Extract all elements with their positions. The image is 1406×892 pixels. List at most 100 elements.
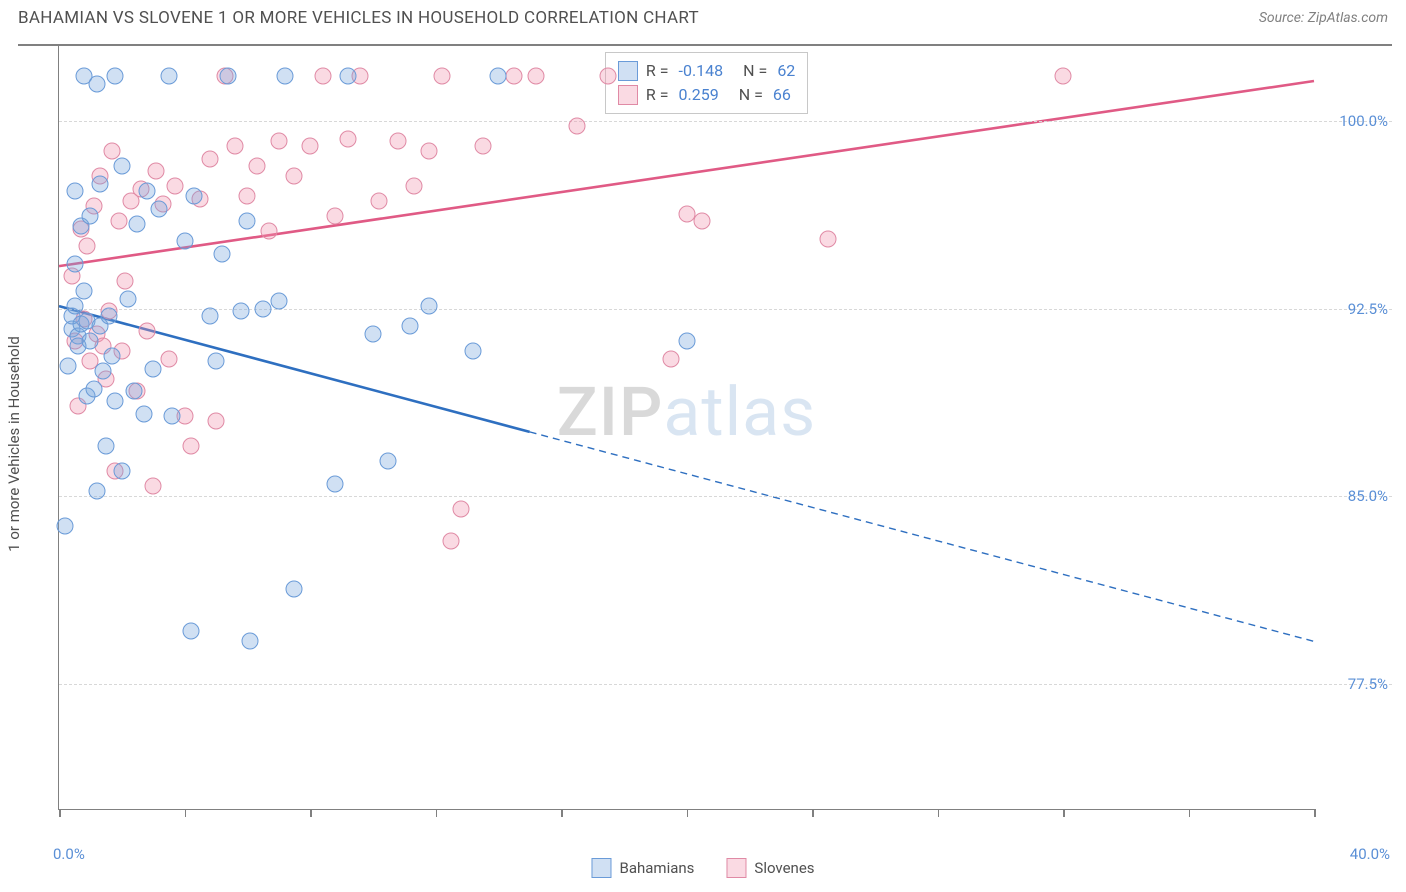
data-point-bahamians [207, 353, 224, 370]
x-tick [436, 809, 438, 817]
x-tick [59, 809, 61, 817]
y-tick-label: 92.5% [1348, 300, 1388, 318]
x-tick [1314, 809, 1316, 817]
data-point-slovenes [662, 350, 679, 367]
legend-label-slovenes: Slovenes [754, 859, 814, 877]
data-point-bahamians [113, 158, 130, 175]
r-label: R = [646, 83, 669, 107]
data-point-bahamians [138, 183, 155, 200]
data-point-slovenes [421, 143, 438, 160]
data-point-bahamians [88, 483, 105, 500]
swatch-slovenes [726, 858, 746, 878]
data-point-bahamians [421, 298, 438, 315]
data-point-bahamians [490, 68, 507, 85]
data-point-slovenes [226, 138, 243, 155]
data-point-bahamians [129, 215, 146, 232]
x-tick [938, 809, 940, 817]
trend-line-bahamians [59, 306, 530, 432]
data-point-bahamians [91, 175, 108, 192]
data-point-bahamians [201, 308, 218, 325]
data-point-slovenes [339, 130, 356, 147]
y-tick-label: 100.0% [1339, 112, 1388, 130]
data-point-bahamians [135, 405, 152, 422]
swatch-slovenes [618, 85, 638, 105]
x-tick [310, 809, 312, 817]
data-point-bahamians [120, 290, 137, 307]
data-point-slovenes [694, 213, 711, 230]
data-point-slovenes [678, 205, 695, 222]
data-point-bahamians [185, 188, 202, 205]
data-point-slovenes [600, 68, 617, 85]
data-point-bahamians [242, 633, 259, 650]
n-value-bahamians: 62 [777, 59, 795, 83]
data-point-bahamians [66, 298, 83, 315]
data-point-bahamians [465, 343, 482, 360]
data-point-slovenes [433, 68, 450, 85]
data-point-bahamians [239, 213, 256, 230]
x-tick [185, 809, 187, 817]
data-point-bahamians [101, 308, 118, 325]
data-point-slovenes [145, 478, 162, 495]
legend-item-slovenes: Slovenes [726, 858, 814, 878]
data-point-bahamians [339, 68, 356, 85]
data-point-slovenes [248, 158, 265, 175]
swatch-bahamians [618, 61, 638, 81]
data-point-slovenes [207, 413, 224, 430]
n-label: N = [739, 83, 763, 107]
x-tick-label: 0.0% [53, 845, 85, 863]
n-value-slovenes: 66 [773, 83, 791, 107]
data-point-bahamians [254, 300, 271, 317]
corr-legend-row-bahamians: R = -0.148 N = 62 [618, 59, 795, 83]
x-tick [1189, 809, 1191, 817]
series-legend: Bahamians Slovenes [591, 858, 814, 878]
x-tick [687, 809, 689, 817]
r-value-bahamians: -0.148 [679, 59, 724, 83]
data-point-bahamians [182, 623, 199, 640]
data-point-bahamians [270, 293, 287, 310]
data-point-bahamians [126, 383, 143, 400]
x-tick [561, 809, 563, 817]
data-point-slovenes [261, 223, 278, 240]
data-point-bahamians [220, 68, 237, 85]
data-point-bahamians [678, 333, 695, 350]
data-point-bahamians [85, 380, 102, 397]
y-tick-label: 85.0% [1348, 487, 1388, 505]
data-point-bahamians [232, 303, 249, 320]
data-point-bahamians [88, 75, 105, 92]
data-point-slovenes [568, 118, 585, 135]
r-value-slovenes: 0.259 [679, 83, 719, 107]
data-point-bahamians [113, 463, 130, 480]
legend-item-bahamians: Bahamians [591, 858, 694, 878]
legend-label-bahamians: Bahamians [619, 859, 694, 877]
data-point-bahamians [66, 255, 83, 272]
gridline-h [59, 684, 1392, 685]
data-point-slovenes [389, 133, 406, 150]
y-tick-label: 77.5% [1348, 675, 1388, 693]
x-tick [1063, 809, 1065, 817]
data-point-bahamians [214, 245, 231, 262]
data-point-slovenes [286, 168, 303, 185]
data-point-slovenes [527, 68, 544, 85]
data-point-slovenes [79, 238, 96, 255]
trend-lines-layer [59, 46, 1314, 809]
data-point-slovenes [167, 178, 184, 195]
data-point-bahamians [364, 325, 381, 342]
n-label: N = [743, 59, 767, 83]
r-label: R = [646, 59, 669, 83]
data-point-slovenes [201, 150, 218, 167]
chart-title: BAHAMIAN VS SLOVENE 1 OR MORE VEHICLES I… [18, 8, 699, 28]
data-point-bahamians [104, 348, 121, 365]
data-point-slovenes [474, 138, 491, 155]
data-point-slovenes [371, 193, 388, 210]
chart-area: 1 or more Vehicles in Household ZIPatlas… [18, 44, 1392, 842]
data-point-slovenes [138, 323, 155, 340]
data-point-slovenes [1055, 68, 1072, 85]
data-point-slovenes [314, 68, 331, 85]
data-point-bahamians [163, 408, 180, 425]
data-point-bahamians [402, 318, 419, 335]
trend-line-bahamians-dashed [530, 432, 1314, 642]
data-point-bahamians [107, 393, 124, 410]
data-point-bahamians [160, 68, 177, 85]
data-point-slovenes [452, 500, 469, 517]
data-point-slovenes [110, 213, 127, 230]
